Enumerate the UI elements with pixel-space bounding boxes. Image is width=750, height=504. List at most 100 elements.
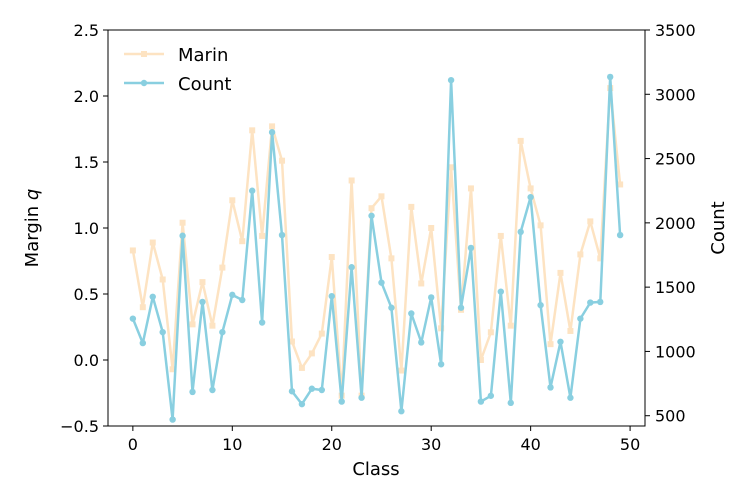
- point-count: [398, 408, 404, 414]
- point-marin: [190, 321, 196, 327]
- series-count: [130, 74, 624, 423]
- point-marin: [557, 270, 563, 276]
- y-left-tick-label: 1.5: [74, 153, 99, 172]
- point-count: [319, 387, 325, 393]
- point-count: [279, 232, 285, 238]
- x-tick-label: 20: [322, 435, 342, 454]
- x-tick-label: 30: [421, 435, 441, 454]
- point-marin: [468, 185, 474, 191]
- point-count: [179, 233, 185, 239]
- point-marin: [130, 247, 136, 253]
- point-marin: [567, 328, 573, 334]
- series-layer: [130, 74, 624, 423]
- legend-label-count: Count: [178, 74, 231, 95]
- point-count: [269, 129, 275, 135]
- point-marin: [309, 350, 315, 356]
- y-left-tick-label: 0.5: [74, 285, 99, 304]
- point-marin: [180, 220, 186, 226]
- point-count: [209, 387, 215, 393]
- point-count: [517, 229, 523, 235]
- point-marin: [229, 197, 235, 203]
- point-marin: [369, 205, 375, 211]
- point-count: [150, 294, 156, 300]
- point-marin: [249, 127, 255, 133]
- point-count: [140, 340, 146, 346]
- point-marin: [319, 331, 325, 337]
- y-left-axis-label-symbol: q: [22, 189, 43, 200]
- y-right-axis-label: Count: [708, 201, 729, 254]
- legend: Marin Count: [124, 45, 231, 95]
- point-marin: [408, 204, 414, 210]
- point-count: [199, 299, 205, 305]
- point-marin: [538, 222, 544, 228]
- point-marin: [150, 240, 156, 246]
- point-count: [378, 279, 384, 285]
- point-count: [587, 299, 593, 305]
- point-marin: [388, 255, 394, 261]
- point-marin: [329, 254, 335, 260]
- y-left-axis-ticks: −0.50.00.51.01.52.02.5: [60, 21, 108, 436]
- point-marin: [548, 341, 554, 347]
- point-count: [388, 305, 394, 311]
- point-count: [249, 188, 255, 194]
- y-left-tick-label: 2.5: [74, 21, 99, 40]
- point-marin: [349, 177, 355, 183]
- point-count: [239, 297, 245, 303]
- point-count: [338, 398, 344, 404]
- point-count: [348, 264, 354, 270]
- point-count: [229, 292, 235, 298]
- point-count: [358, 395, 364, 401]
- point-count: [567, 395, 573, 401]
- legend-marker-count: [141, 80, 147, 86]
- y-right-tick-label: 2500: [655, 150, 696, 169]
- y-right-tick-label: 1500: [655, 278, 696, 297]
- point-count: [508, 400, 514, 406]
- point-marin: [299, 365, 305, 371]
- legend-label-marin: Marin: [178, 45, 228, 66]
- chart: 0 10 20 30 40 50 −0.5 0.0 0.5 1.0 1.5 2.0 2.5 500 10…: [0, 0, 750, 500]
- y-left-axis-label-text: Margin: [22, 200, 43, 267]
- point-count: [289, 388, 295, 394]
- series-line-count: [133, 77, 620, 420]
- point-count: [418, 339, 424, 345]
- y-left-tick-label: 2.0: [74, 87, 99, 106]
- point-count: [617, 232, 623, 238]
- point-count: [448, 77, 454, 83]
- point-marin: [279, 158, 285, 164]
- x-tick-label: 40: [520, 435, 540, 454]
- point-marin: [199, 279, 205, 285]
- point-marin: [577, 251, 583, 257]
- y-right-tick-label: 3500: [655, 21, 696, 40]
- point-marin: [259, 233, 265, 239]
- point-count: [428, 294, 434, 300]
- point-marin: [239, 238, 245, 244]
- point-marin: [518, 138, 524, 144]
- point-count: [329, 293, 335, 299]
- y-right-tick-label: 3000: [655, 85, 696, 104]
- point-marin: [219, 265, 225, 271]
- point-count: [468, 245, 474, 251]
- point-count: [577, 315, 583, 321]
- point-count: [557, 339, 563, 345]
- point-count: [130, 315, 136, 321]
- x-tick-label: 10: [222, 435, 242, 454]
- point-count: [527, 194, 533, 200]
- x-axis-ticks: 0 10 20 30 40 50: [128, 426, 640, 454]
- point-count: [189, 389, 195, 395]
- point-count: [159, 329, 165, 335]
- point-marin: [140, 304, 146, 310]
- point-count: [607, 74, 613, 80]
- point-count: [438, 361, 444, 367]
- y-right-tick-label: 500: [655, 407, 686, 426]
- point-count: [458, 305, 464, 311]
- point-marin: [488, 329, 494, 335]
- point-count: [597, 299, 603, 305]
- y-right-tick-label: 1000: [655, 342, 696, 361]
- y-left-tick-label: 1.0: [74, 219, 99, 238]
- chart-svg: 0 10 20 30 40 50 −0.50.00.51.01.52.02.5 50010…: [0, 0, 750, 500]
- legend-marker-marin: [141, 51, 147, 57]
- point-marin: [528, 185, 534, 191]
- x-tick-label: 0: [128, 435, 138, 454]
- point-count: [368, 213, 374, 219]
- y-right-tick-label: 2000: [655, 214, 696, 233]
